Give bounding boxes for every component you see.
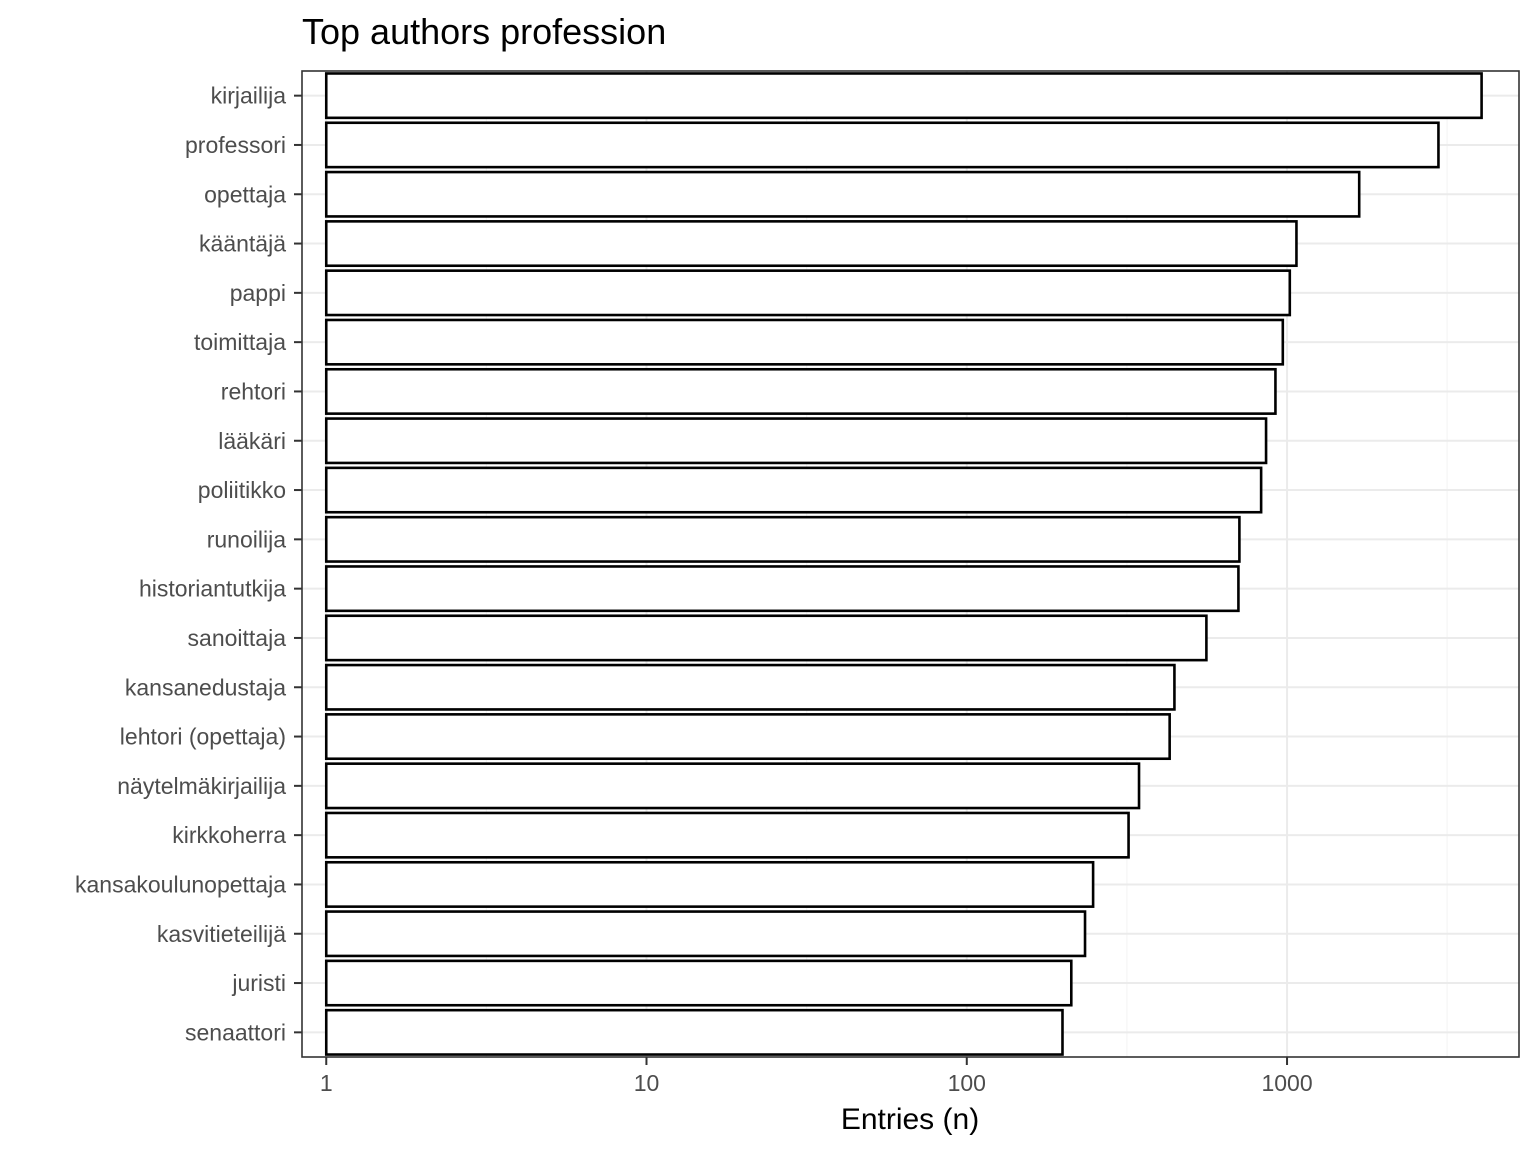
bar bbox=[324, 910, 1087, 958]
bar bbox=[324, 417, 1268, 465]
y-tick-label: sanoittaja bbox=[188, 625, 287, 651]
bars bbox=[324, 72, 1483, 1056]
bar bbox=[324, 614, 1208, 662]
bar bbox=[324, 515, 1241, 563]
y-tick-label: historiantutkija bbox=[139, 576, 286, 602]
y-tick-label: kirkkoherra bbox=[172, 822, 286, 848]
y-tick-label: juristi bbox=[231, 970, 286, 996]
bar bbox=[324, 121, 1440, 169]
bar bbox=[324, 811, 1130, 859]
x-tick-label: 1000 bbox=[1261, 1070, 1312, 1096]
bar bbox=[324, 1008, 1064, 1056]
grid-lines bbox=[302, 71, 1519, 1057]
bar bbox=[324, 663, 1176, 711]
x-tick-label: 10 bbox=[634, 1070, 660, 1096]
bar bbox=[324, 466, 1263, 514]
bar bbox=[324, 367, 1277, 415]
bar bbox=[324, 959, 1073, 1007]
bar bbox=[324, 860, 1095, 908]
chart-title: Top authors profession bbox=[302, 11, 666, 52]
y-tick-label: rehtori bbox=[221, 378, 286, 404]
bar bbox=[324, 72, 1483, 120]
y-tick-label: poliitikko bbox=[198, 477, 286, 503]
y-tick-label: kirjailija bbox=[211, 83, 287, 109]
y-axis: kirjailija professori opettaja kääntäjä papp… bbox=[75, 83, 302, 1045]
x-tick-label: 100 bbox=[948, 1070, 986, 1096]
y-tick-label: kääntäjä bbox=[199, 231, 286, 257]
bar bbox=[324, 170, 1361, 218]
bar bbox=[324, 713, 1171, 761]
bar bbox=[324, 762, 1141, 810]
x-tick-label: 1 bbox=[320, 1070, 333, 1096]
bar bbox=[324, 220, 1298, 268]
bar bbox=[324, 269, 1292, 317]
y-tick-label: professori bbox=[185, 132, 286, 158]
bar bbox=[324, 565, 1240, 613]
bar bbox=[324, 318, 1285, 366]
x-axis: 1 10 100 1000 bbox=[320, 1057, 1313, 1096]
panel-border bbox=[301, 70, 1520, 1058]
x-axis-title: Entries (n) bbox=[841, 1103, 979, 1136]
y-tick-label: näytelmäkirjailija bbox=[117, 773, 286, 799]
y-tick-label: lääkäri bbox=[218, 428, 286, 454]
y-tick-label: toimittaja bbox=[194, 329, 286, 355]
y-tick-label: opettaja bbox=[204, 181, 286, 207]
y-tick-label: kansanedustaja bbox=[125, 674, 286, 700]
y-tick-label: kansakoulunopettaja bbox=[75, 871, 286, 897]
y-tick-label: pappi bbox=[230, 280, 286, 306]
y-tick-label: kasvitieteilijä bbox=[157, 921, 286, 947]
y-tick-label: lehtori (opettaja) bbox=[120, 724, 286, 750]
y-tick-label: runoilija bbox=[207, 526, 286, 552]
y-tick-label: senaattori bbox=[185, 1019, 286, 1045]
